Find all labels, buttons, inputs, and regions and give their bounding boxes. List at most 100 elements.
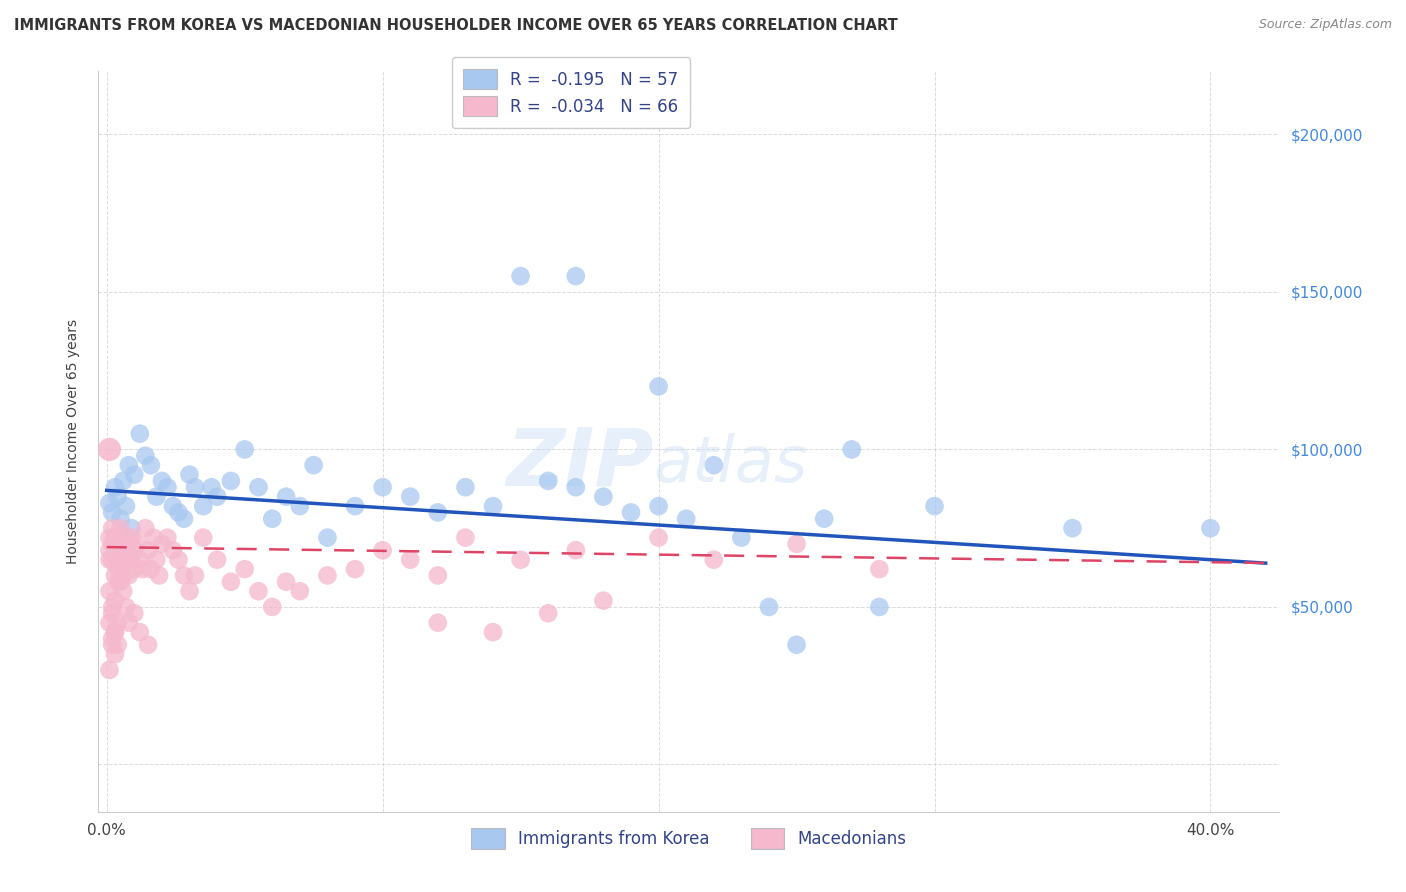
- Point: [121, 552, 143, 566]
- Point: [110, 512, 132, 526]
- Point: [167, 505, 190, 519]
- Point: [104, 625, 127, 640]
- Point: [118, 615, 141, 630]
- Point: [139, 562, 162, 576]
- Point: [233, 562, 256, 576]
- Point: [247, 480, 270, 494]
- Point: [118, 552, 141, 566]
- Point: [112, 537, 135, 551]
- Point: [124, 562, 146, 576]
- Point: [205, 490, 228, 504]
- Point: [786, 638, 808, 652]
- Point: [173, 512, 195, 526]
- Point: [703, 458, 725, 472]
- Point: [274, 490, 297, 504]
- Point: [868, 562, 890, 576]
- Point: [128, 426, 150, 441]
- Point: [316, 568, 339, 582]
- Point: [565, 269, 588, 284]
- Point: [98, 584, 121, 599]
- Point: [647, 531, 669, 545]
- Point: [104, 480, 127, 494]
- Point: [112, 584, 135, 599]
- Point: [288, 499, 311, 513]
- Point: [344, 562, 367, 576]
- Point: [128, 552, 150, 566]
- Point: [104, 568, 127, 582]
- Point: [371, 480, 394, 494]
- Point: [156, 480, 179, 494]
- Point: [200, 480, 222, 494]
- Point: [139, 458, 162, 472]
- Point: [426, 615, 449, 630]
- Point: [426, 505, 449, 519]
- Point: [110, 521, 132, 535]
- Point: [98, 615, 121, 630]
- Point: [703, 552, 725, 566]
- Point: [145, 552, 167, 566]
- Point: [136, 543, 159, 558]
- Point: [110, 543, 132, 558]
- Point: [482, 499, 505, 513]
- Point: [121, 531, 143, 545]
- Point: [104, 625, 127, 640]
- Point: [179, 467, 201, 482]
- Point: [167, 552, 190, 566]
- Point: [482, 625, 505, 640]
- Point: [162, 499, 184, 513]
- Point: [98, 442, 121, 457]
- Point: [134, 521, 156, 535]
- Point: [247, 584, 270, 599]
- Point: [134, 449, 156, 463]
- Point: [107, 615, 129, 630]
- Point: [156, 531, 179, 545]
- Point: [101, 638, 124, 652]
- Point: [288, 584, 311, 599]
- Point: [101, 599, 124, 614]
- Point: [107, 638, 129, 652]
- Point: [184, 568, 207, 582]
- Point: [841, 442, 863, 457]
- Point: [730, 531, 752, 545]
- Point: [537, 474, 560, 488]
- Point: [344, 499, 367, 513]
- Point: [131, 562, 153, 576]
- Point: [620, 505, 643, 519]
- Point: [813, 512, 835, 526]
- Point: [454, 531, 477, 545]
- Point: [124, 606, 146, 620]
- Point: [150, 537, 173, 551]
- Point: [115, 499, 138, 513]
- Point: [193, 531, 215, 545]
- Point: [592, 593, 614, 607]
- Point: [112, 568, 135, 582]
- Point: [399, 490, 422, 504]
- Y-axis label: Householder Income Over 65 years: Householder Income Over 65 years: [66, 319, 80, 564]
- Point: [148, 568, 170, 582]
- Point: [115, 543, 138, 558]
- Point: [399, 552, 422, 566]
- Point: [107, 552, 129, 566]
- Point: [592, 490, 614, 504]
- Point: [274, 574, 297, 589]
- Point: [98, 552, 121, 566]
- Point: [98, 531, 121, 545]
- Point: [924, 499, 946, 513]
- Point: [647, 499, 669, 513]
- Point: [101, 521, 124, 535]
- Point: [104, 543, 127, 558]
- Point: [647, 379, 669, 393]
- Point: [565, 543, 588, 558]
- Point: [124, 543, 146, 558]
- Point: [162, 543, 184, 558]
- Point: [125, 537, 148, 551]
- Point: [107, 562, 129, 576]
- Point: [509, 269, 531, 284]
- Point: [118, 568, 141, 582]
- Legend: Immigrants from Korea, Macedonians: Immigrants from Korea, Macedonians: [464, 822, 914, 855]
- Point: [112, 474, 135, 488]
- Point: [262, 599, 284, 614]
- Point: [205, 552, 228, 566]
- Point: [675, 512, 697, 526]
- Point: [124, 467, 146, 482]
